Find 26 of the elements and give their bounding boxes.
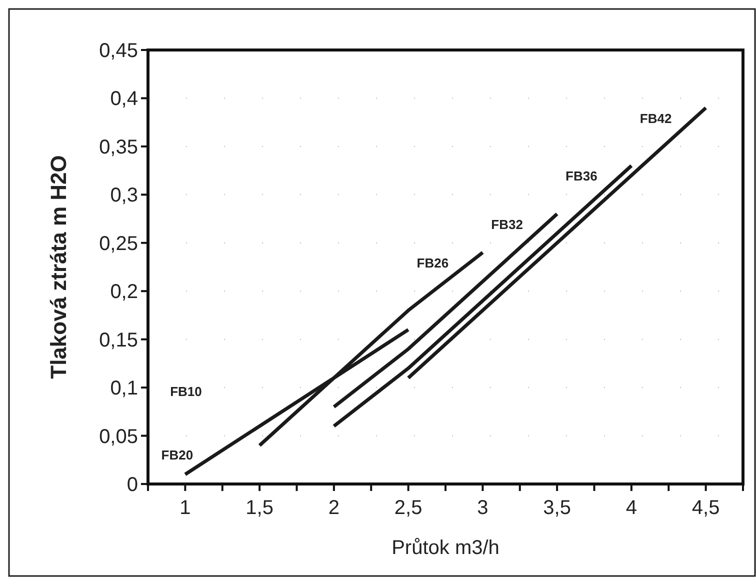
annotation: FB36 <box>566 168 598 184</box>
y-tick-label: 0,35 <box>99 136 138 158</box>
y-tick-label: 0,4 <box>110 88 138 110</box>
y-tick-label: 0,25 <box>99 232 138 255</box>
annotation: FB26 <box>416 256 449 271</box>
annotation: FB42 <box>640 110 672 126</box>
y-axis-title: Tlaková ztráta m H2O <box>46 155 71 379</box>
x-tick-label: 4,5 <box>692 497 720 519</box>
annotation: FB10 <box>170 384 202 399</box>
x-axis-title: Průtok m3/h <box>392 537 500 559</box>
x-tick-label: 1,5 <box>246 497 274 519</box>
x-tick-label: 2,5 <box>394 497 422 519</box>
x-tick-label: 3,5 <box>543 497 571 519</box>
annotation: FB32 <box>491 216 523 232</box>
y-tick-label: 0 <box>126 474 138 496</box>
x-tick-label: 4 <box>626 497 637 519</box>
y-tick-label: 0,15 <box>99 329 138 352</box>
annotation: FB20 <box>161 447 194 462</box>
x-tick-label: 3 <box>477 497 488 519</box>
y-tick-label: 0,05 <box>99 426 138 448</box>
y-tick-label: 0,2 <box>110 281 138 304</box>
y-tick-label: 0,3 <box>110 184 138 207</box>
x-tick-label: 1 <box>180 497 191 519</box>
y-tick-label: 0,1 <box>110 378 138 400</box>
x-tick-label: 2 <box>328 497 340 519</box>
y-tick-label: 0,45 <box>99 40 138 62</box>
